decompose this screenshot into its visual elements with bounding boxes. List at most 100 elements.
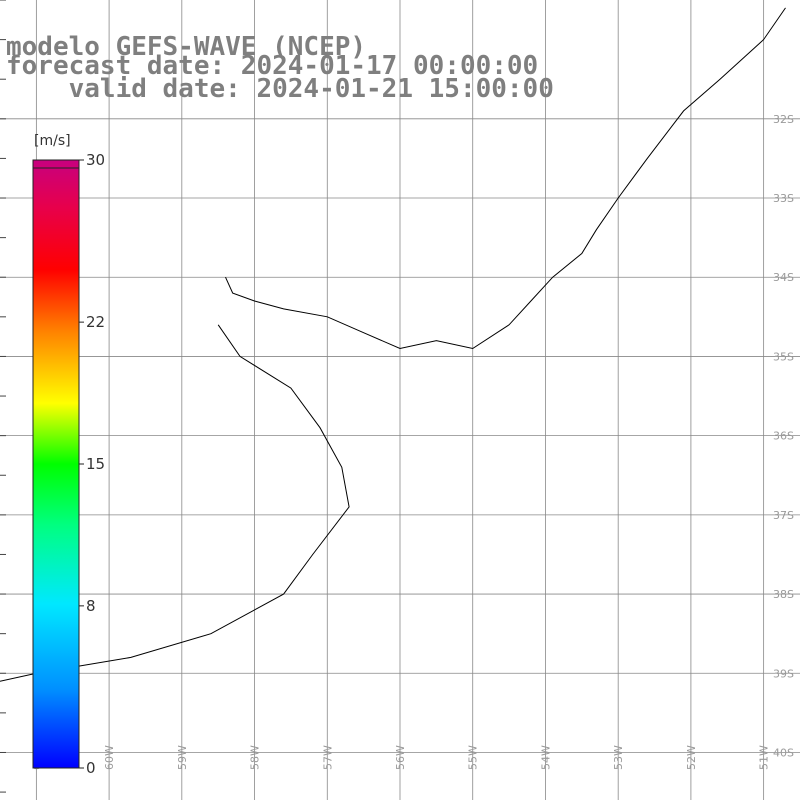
wind-arrow xyxy=(714,497,724,504)
wind-arrow xyxy=(385,534,397,541)
wind-arrow xyxy=(79,711,84,727)
wind-arrow xyxy=(403,480,416,486)
wind-arrow xyxy=(261,729,266,745)
wind-arrow xyxy=(731,241,743,251)
wind-arrow xyxy=(512,462,525,467)
wind-arrow xyxy=(767,204,780,214)
wind-arrow xyxy=(767,59,780,69)
wind-arrow xyxy=(315,675,321,690)
wind-arrow xyxy=(224,693,230,709)
wind-arrow xyxy=(225,729,230,745)
wind-arrow xyxy=(750,369,761,377)
wind-arrow xyxy=(367,515,379,522)
wind-arrow xyxy=(79,765,85,782)
wind-arrow xyxy=(551,661,559,668)
wind-arrow xyxy=(349,568,360,579)
wind-arrow xyxy=(403,534,416,540)
wind-arrow xyxy=(697,570,705,577)
wind-arrow xyxy=(643,716,649,722)
wind-arrow xyxy=(460,750,468,761)
wind-arrow xyxy=(512,498,525,504)
wind-arrow xyxy=(752,661,759,668)
wind-arrow xyxy=(61,765,66,782)
wind-arrow xyxy=(677,497,687,504)
colorbar-tick-label: 22 xyxy=(86,313,106,332)
wind-arrow xyxy=(206,765,212,782)
wind-arrow xyxy=(332,568,342,579)
wind-arrow xyxy=(567,516,579,522)
wind-arrow xyxy=(170,747,176,764)
wind-arrow xyxy=(404,623,415,633)
coastline-uruguay-brazil xyxy=(225,7,786,350)
wind-arrow xyxy=(676,314,688,323)
wind-arrow xyxy=(588,733,595,741)
longitude-label: 55W xyxy=(467,745,480,770)
wind-arrow xyxy=(585,407,598,413)
wind-arrow xyxy=(768,424,779,432)
wind-arrow xyxy=(786,204,798,214)
wind-arrow xyxy=(115,693,121,709)
wind-arrow xyxy=(767,131,780,142)
wind-arrow xyxy=(188,638,193,654)
wind-arrow xyxy=(731,314,743,323)
wind-arrow xyxy=(676,223,689,232)
wind-arrow xyxy=(731,223,743,232)
wind-arrow xyxy=(170,656,175,673)
wind-arrow xyxy=(351,748,357,763)
wind-arrow xyxy=(786,387,797,395)
wind-arrow xyxy=(749,314,761,323)
wind-arrow xyxy=(749,186,761,196)
wind-arrow xyxy=(751,552,759,559)
wind-arrow xyxy=(204,313,215,324)
wind-arrow xyxy=(752,788,759,795)
wind-arrow xyxy=(734,698,740,704)
wind-arrow xyxy=(770,734,777,741)
latitude-label: 33S xyxy=(773,192,794,205)
wind-arrow xyxy=(297,675,303,691)
wind-arrow xyxy=(694,113,707,124)
wind-arrow xyxy=(315,621,322,635)
wind-arrow xyxy=(369,730,376,744)
wind-arrow xyxy=(243,784,248,800)
wind-arrow xyxy=(279,675,284,691)
wind-arrow xyxy=(733,552,741,558)
wind-arrow xyxy=(152,747,157,764)
wind-arrow xyxy=(315,639,322,654)
wind-arrow xyxy=(477,642,487,650)
longitude-label: 53W xyxy=(612,745,625,770)
wind-arrow xyxy=(133,656,139,673)
wind-arrow xyxy=(787,442,797,450)
wind-arrow xyxy=(678,516,687,522)
wind-arrow xyxy=(79,729,85,745)
wind-arrow xyxy=(679,643,686,649)
wind-arrow xyxy=(661,752,668,759)
wind-arrow xyxy=(713,259,725,269)
wind-arrow xyxy=(348,334,361,340)
wind-arrow xyxy=(243,711,248,727)
wind-arrow xyxy=(370,766,376,781)
wind-arrow xyxy=(512,535,525,540)
wind-arrow xyxy=(97,765,103,782)
wind-arrow xyxy=(697,716,704,722)
wind-arrow xyxy=(752,643,759,649)
wind-arrow xyxy=(170,765,176,782)
wind-arrow xyxy=(695,296,707,305)
wind-arrow xyxy=(530,443,543,449)
wind-arrow xyxy=(514,696,523,705)
wind-arrow xyxy=(643,643,650,649)
wind-arrow xyxy=(42,784,48,800)
wind-arrow xyxy=(694,168,707,178)
wind-arrow xyxy=(351,784,357,800)
wind-arrow xyxy=(225,747,230,764)
wind-arrow xyxy=(695,443,706,449)
wind-arrow xyxy=(622,461,634,467)
wind-arrow xyxy=(97,711,103,727)
wind-arrow xyxy=(406,767,413,780)
wind-arrow xyxy=(569,661,577,668)
wind-arrow xyxy=(658,186,670,196)
wind-arrow xyxy=(366,389,380,395)
wind-arrow xyxy=(97,674,103,691)
wind-arrow xyxy=(624,752,631,759)
wind-arrow xyxy=(549,534,561,540)
